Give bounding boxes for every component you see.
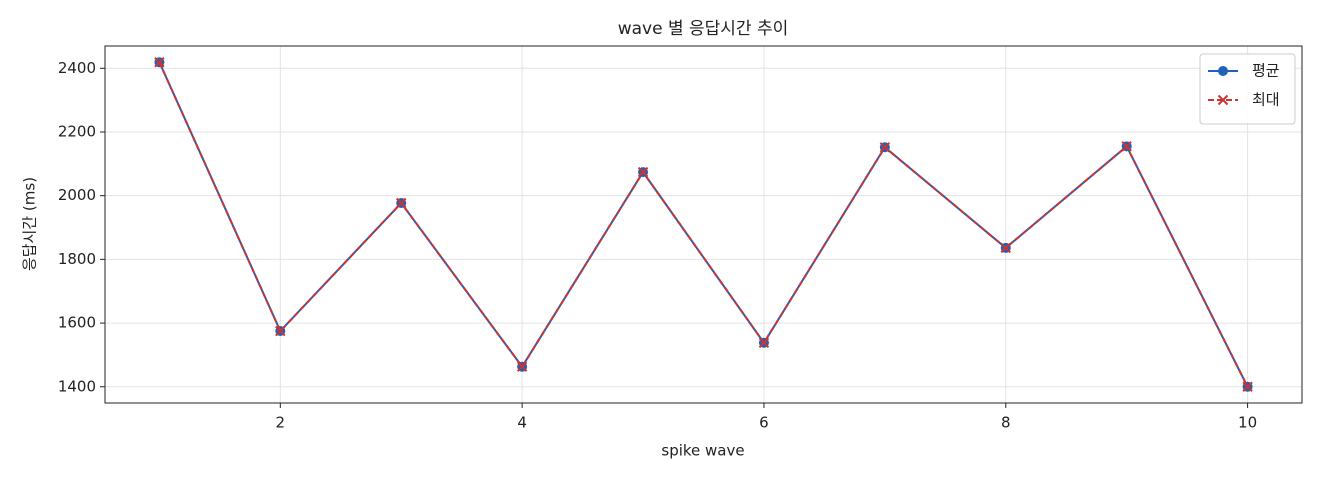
data-point — [637, 166, 649, 178]
y-tick-label: 2400 — [58, 59, 96, 77]
y-tick-label: 2200 — [58, 122, 96, 140]
y-axis-label: 응답시간 (ms) — [21, 177, 39, 271]
x-tick-label: 2 — [276, 414, 286, 432]
legend-label: 평균 — [1252, 62, 1280, 80]
legend-box — [1199, 53, 1296, 125]
chart-title: wave 별 응답시간 추이 — [618, 19, 789, 39]
x-axis-label: spike wave — [661, 442, 744, 460]
data-point — [516, 361, 528, 372]
x-tick-label: 8 — [1001, 414, 1011, 432]
legend-marker — [1218, 66, 1228, 76]
data-point — [275, 325, 286, 337]
data-point — [1242, 381, 1253, 392]
data-point — [1121, 141, 1132, 152]
y-tick-label: 2000 — [58, 186, 96, 204]
data-point — [1000, 242, 1011, 254]
series-line — [158, 61, 1249, 388]
x-tick-label: 6 — [759, 414, 769, 432]
legend-marker — [1217, 94, 1229, 106]
data-point — [396, 197, 407, 209]
data-point — [154, 57, 165, 68]
x-tick-label: 4 — [517, 414, 527, 432]
data-point — [758, 337, 770, 349]
y-tick-label: 1600 — [58, 314, 96, 332]
y-tick-label: 1800 — [58, 250, 96, 268]
legend-label: 최대 — [1252, 91, 1280, 109]
plot-frame — [104, 45, 1303, 404]
data-point — [879, 142, 891, 153]
y-tick-label: 1400 — [58, 377, 96, 395]
x-tick-label: 10 — [1238, 414, 1257, 432]
